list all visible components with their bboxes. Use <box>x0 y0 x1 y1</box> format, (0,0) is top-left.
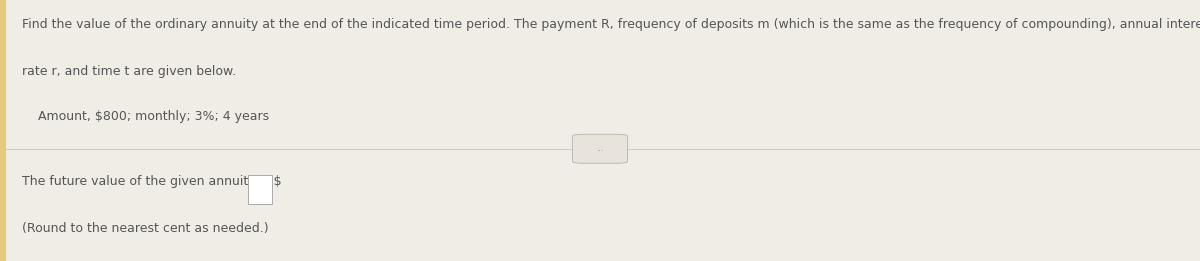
FancyBboxPatch shape <box>0 149 1200 261</box>
Text: (Round to the nearest cent as needed.): (Round to the nearest cent as needed.) <box>22 222 269 235</box>
Text: Amount, $800; monthly; 3%; 4 years: Amount, $800; monthly; 3%; 4 years <box>22 110 269 123</box>
Bar <box>0 0 6 261</box>
Text: Find the value of the ordinary annuity at the end of the indicated time period. : Find the value of the ordinary annuity a… <box>22 18 1200 31</box>
Text: The future value of the given annuity is $: The future value of the given annuity is… <box>22 175 281 188</box>
FancyBboxPatch shape <box>572 134 628 163</box>
Text: ...: ... <box>596 144 604 153</box>
FancyBboxPatch shape <box>0 0 1200 149</box>
Text: rate r, and time t are given below.: rate r, and time t are given below. <box>22 65 235 78</box>
Text: .: . <box>275 175 278 188</box>
FancyBboxPatch shape <box>248 175 272 204</box>
